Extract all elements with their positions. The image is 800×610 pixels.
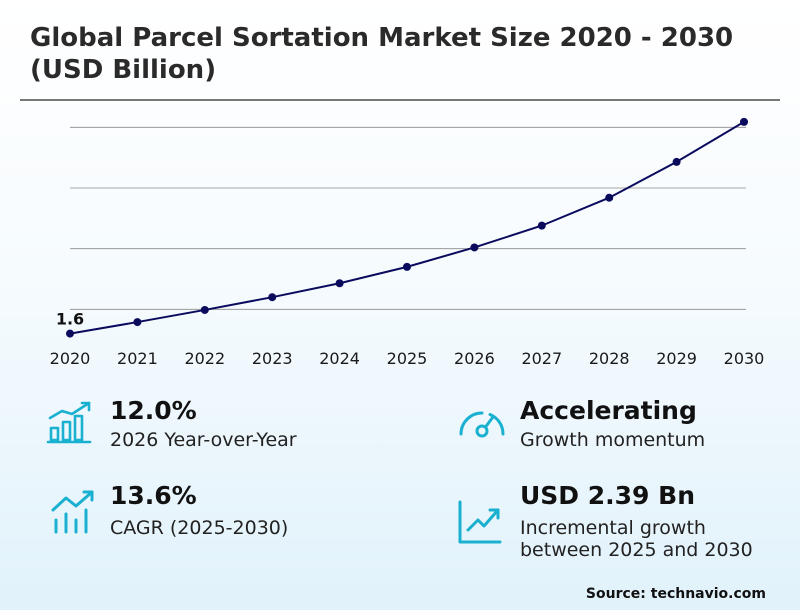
chart-title: Global Parcel Sortation Market Size 2020… (30, 23, 734, 85)
data-label-2020: 1.6 (56, 310, 84, 329)
stat-cagr-value: 13.6% (110, 481, 197, 510)
stat-momentum-value: Accelerating (520, 396, 697, 425)
speedometer-icon (459, 411, 505, 438)
data-point-2024 (335, 279, 344, 288)
trend-bars-icon (51, 490, 94, 534)
x-tick-label-2023: 2023 (252, 349, 293, 368)
stat-momentum-caption: Growth momentum (520, 429, 706, 451)
data-point-2023 (268, 293, 277, 302)
stat-yoy-value: 12.0% (110, 396, 197, 425)
stat-yoy-caption: 2026 Year-over-Year (110, 429, 297, 451)
x-tick-label-2020: 2020 (50, 349, 91, 368)
line-chart-icon (458, 500, 502, 544)
x-tick-label-2026: 2026 (454, 349, 495, 368)
stat-cagr-caption: CAGR (2025-2030) (110, 517, 289, 539)
x-tick-label-2025: 2025 (387, 349, 428, 368)
data-point-2025 (403, 262, 411, 271)
series-line (69, 121, 745, 335)
x-tick-label-2030: 2030 (724, 349, 765, 368)
bar-chart-growth-icon (46, 401, 92, 444)
data-point-2027 (537, 221, 546, 230)
stat-incremental-caption-line1: Incremental growth (520, 517, 706, 539)
x-tick-label-2022: 2022 (184, 349, 225, 368)
x-tick-label-2024: 2024 (319, 349, 360, 368)
x-tick-label-2029: 2029 (656, 349, 697, 368)
x-tick-label-2027: 2027 (521, 349, 562, 368)
data-point-2030 (740, 117, 748, 126)
source-credit: Source: technavio.com (585, 586, 766, 602)
line-chart: 2020 2021 2022 2023 2024 2025 2026 2027 2028 2029… (50, 117, 765, 368)
data-point-2021 (133, 318, 142, 327)
title-divider (20, 99, 780, 101)
data-point-2022 (200, 305, 209, 314)
x-tick-label-2028: 2028 (589, 349, 630, 368)
stat-incremental-caption-line2: between 2025 and 2030 (520, 539, 753, 561)
data-point-2020 (66, 329, 74, 338)
data-point-2026 (470, 243, 479, 252)
x-tick-label-2021: 2021 (117, 349, 158, 368)
data-point-2029 (672, 157, 681, 166)
stat-incremental-value: USD 2.39 Bn (520, 481, 695, 510)
data-point-2028 (605, 193, 614, 202)
